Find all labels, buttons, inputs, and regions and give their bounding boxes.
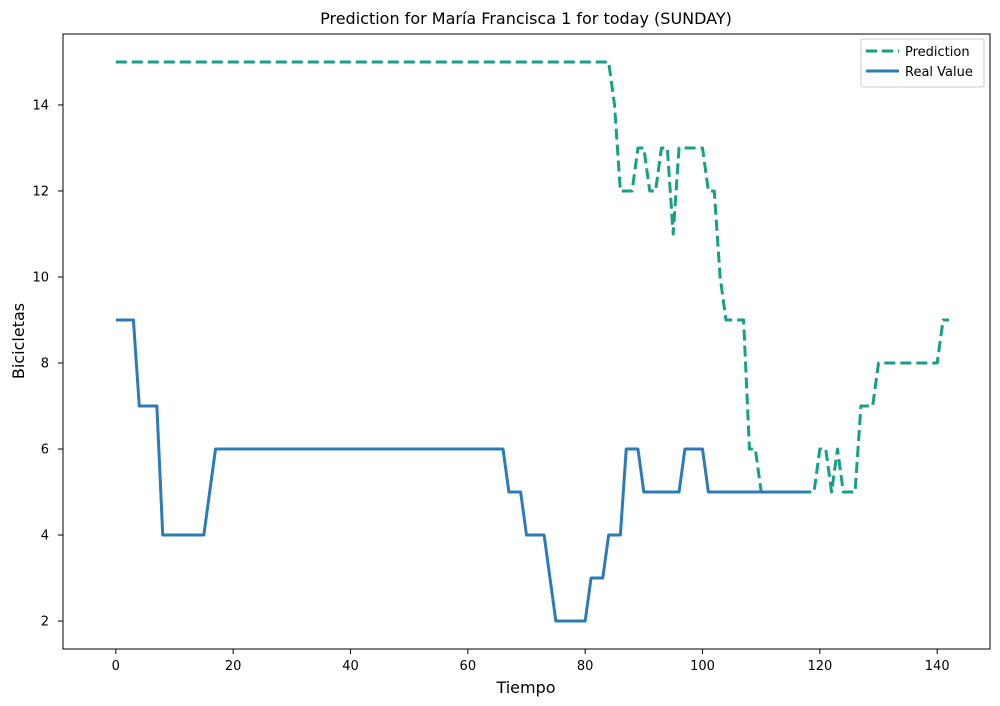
- chart-title: Prediction for María Francisca 1 for tod…: [320, 9, 732, 28]
- x-tick-label: 80: [577, 659, 594, 674]
- x-tick-label: 60: [460, 659, 477, 674]
- y-tick-label: 8: [41, 357, 49, 372]
- x-tick-label: 140: [925, 659, 950, 674]
- y-tick-label: 4: [41, 529, 49, 544]
- x-tick-label: 100: [690, 659, 715, 674]
- legend-label-real-value: Real Value: [905, 65, 973, 80]
- y-tick-label: 12: [32, 184, 49, 199]
- axis-ticks: 0 20 40 60 80 100 120 140 2 4 6 8 10 12 14: [32, 98, 949, 674]
- x-tick-label: 120: [807, 659, 832, 674]
- y-tick-label: 2: [41, 615, 49, 630]
- legend: Prediction Real Value: [860, 38, 985, 88]
- legend-label-prediction: Prediction: [905, 45, 970, 60]
- plot-frame: [62, 33, 991, 650]
- x-tick-label: 0: [112, 659, 120, 674]
- x-axis-label: Tiempo: [495, 678, 555, 697]
- plot-area: [115, 60, 949, 623]
- y-tick-label: 10: [32, 270, 49, 285]
- y-tick-label: 14: [32, 98, 49, 113]
- series-line-real-value: [115, 318, 809, 623]
- x-tick-label: 40: [342, 659, 359, 674]
- y-axis-label: Bicicletas: [9, 303, 28, 379]
- x-tick-label: 20: [225, 659, 242, 674]
- y-tick-label: 6: [41, 443, 49, 458]
- series-line-prediction: [115, 60, 949, 494]
